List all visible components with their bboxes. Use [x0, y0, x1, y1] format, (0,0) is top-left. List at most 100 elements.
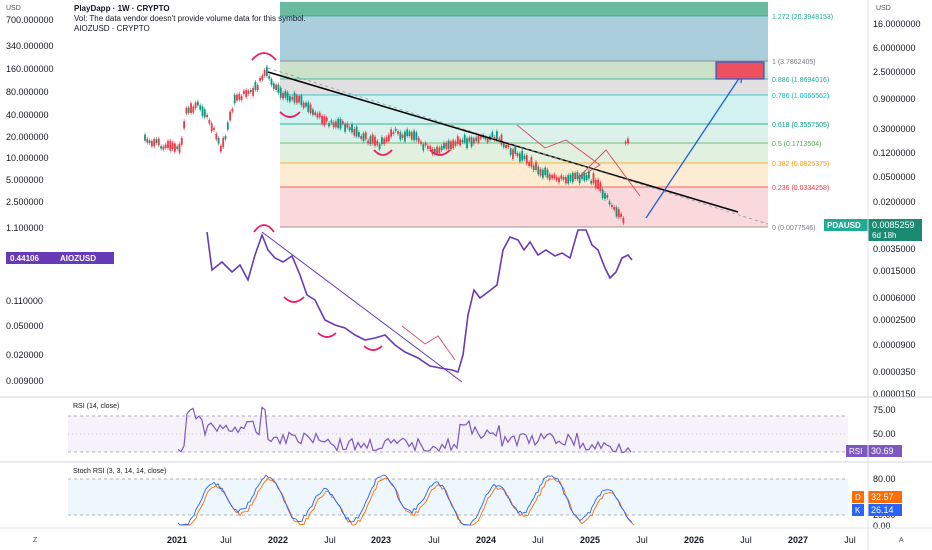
right-tick-label: 0.0015000: [873, 266, 916, 276]
pda-candle: [456, 136, 459, 144]
pivot-arc[interactable]: [363, 345, 383, 351]
pda-candle: [272, 83, 275, 89]
stoch-d-tag: [868, 491, 902, 503]
pda-candle: [249, 89, 252, 93]
pda-candle: [151, 141, 153, 147]
pda-candle: [240, 96, 243, 101]
pivot-arc[interactable]: [429, 149, 451, 156]
overlay-symbol-label: AIOZUSD · CRYPTO: [74, 24, 150, 33]
pda-candle: [571, 172, 574, 183]
fib-level-label: 0.382 (0.0825375): [772, 161, 829, 168]
left-tick-label: 10.000000: [6, 153, 49, 163]
pda-candle: [530, 157, 533, 167]
time-tick-label: Jul: [532, 535, 544, 545]
pda-candle: [539, 169, 542, 176]
aioz-last-price: 0.44106: [10, 254, 39, 263]
pda-candle: [176, 146, 179, 149]
fib-level-label: 0.236 (0.0334258): [772, 185, 829, 192]
pda-candle: [519, 153, 521, 162]
target-box[interactable]: [715, 61, 765, 80]
pda-candle: [174, 143, 176, 152]
pda-candle: [261, 75, 264, 80]
pda-symbol-tag[interactable]: [824, 219, 868, 231]
pda-candle: [551, 175, 553, 179]
pda-candle: [321, 115, 323, 124]
pivot-arc[interactable]: [317, 332, 337, 338]
pda-candle: [224, 136, 227, 140]
pda-candle: [371, 134, 374, 144]
pda-candle: [337, 118, 340, 128]
pda-candle: [461, 140, 464, 143]
pda-candle: [289, 96, 291, 102]
time-tick-label: 2023: [371, 535, 391, 545]
trendline-aioz[interactable]: [261, 231, 463, 383]
pda-candle: [190, 103, 192, 113]
pivot-arc[interactable]: [373, 149, 393, 156]
fib-zone: [280, 61, 768, 79]
projection-arrow[interactable]: [645, 73, 743, 219]
stoch-title: Stoch RSI (3, 3, 14, 14, close): [73, 468, 166, 475]
left-price-axis: 700.000000 340.000000 160.000000 80.000000 4…: [6, 15, 54, 386]
pda-candle: [477, 135, 480, 143]
trendline-pda[interactable]: [267, 71, 739, 213]
time-tick-label: Jul: [844, 535, 856, 545]
pda-candle: [362, 133, 365, 142]
pda-candle: [493, 136, 496, 141]
pda-candle: [468, 137, 471, 142]
pda-candle: [160, 146, 162, 149]
pda-candle: [415, 132, 418, 140]
pda-candle: [447, 140, 450, 149]
pda-candle: [146, 138, 149, 143]
aioz-tag[interactable]: [6, 252, 114, 264]
right-tick-label: 0.0006000: [873, 293, 916, 303]
pda-candle: [155, 139, 158, 144]
stoch-d-value: 32.57: [871, 492, 894, 502]
pda-bar-timer: 6d 18h: [872, 231, 896, 240]
pda-candle: [378, 144, 381, 150]
pda-candle: [523, 155, 526, 160]
pivot-arc[interactable]: [283, 296, 305, 303]
pda-candle: [399, 132, 402, 140]
rsi-line: [177, 406, 632, 454]
auto-scale-button[interactable]: A: [899, 537, 904, 544]
pivot-arc[interactable]: [253, 224, 275, 233]
pivot-arc[interactable]: [279, 111, 301, 118]
pivot-arc[interactable]: [251, 52, 277, 61]
pda-candle: [353, 128, 356, 136]
pda-candle: [316, 113, 319, 118]
timezone-button[interactable]: Z: [33, 537, 38, 544]
pda-candle: [537, 166, 540, 175]
fib-zone: [280, 187, 768, 227]
rsi-label-tag: [846, 445, 868, 457]
pda-candle: [312, 109, 314, 115]
pda-candle: [171, 142, 174, 149]
pda-candle: [606, 195, 609, 198]
pda-candle: [553, 174, 556, 179]
pda-candle: [381, 137, 383, 145]
pda-candle: [491, 132, 494, 138]
left-tick-label: 160.000000: [6, 64, 54, 74]
fib-level-label: 0.886 (1.8694016): [772, 77, 829, 84]
path-projection-pda[interactable]: [516, 124, 641, 197]
pda-candle: [578, 174, 581, 184]
pda-last-price-tag: [868, 219, 922, 241]
pda-symbol-name: PDAUSD: [827, 221, 861, 230]
pda-candle: [206, 114, 208, 118]
pda-candle: [199, 105, 202, 110]
pda-candle: [502, 143, 505, 148]
rsi-last-tag: [868, 445, 902, 457]
path-projection-aioz[interactable]: [401, 325, 456, 361]
pda-candle: [528, 161, 530, 166]
pda-candle: [374, 136, 376, 146]
pda-candle: [229, 111, 231, 121]
pda-candle: [215, 133, 218, 140]
pda-candle: [627, 138, 629, 144]
pda-candle: [383, 138, 386, 145]
pda-candle: [473, 138, 475, 144]
pda-candle: [569, 174, 572, 181]
pda-candle: [463, 134, 466, 143]
pda-candle: [167, 140, 169, 149]
pda-candle: [268, 75, 271, 79]
